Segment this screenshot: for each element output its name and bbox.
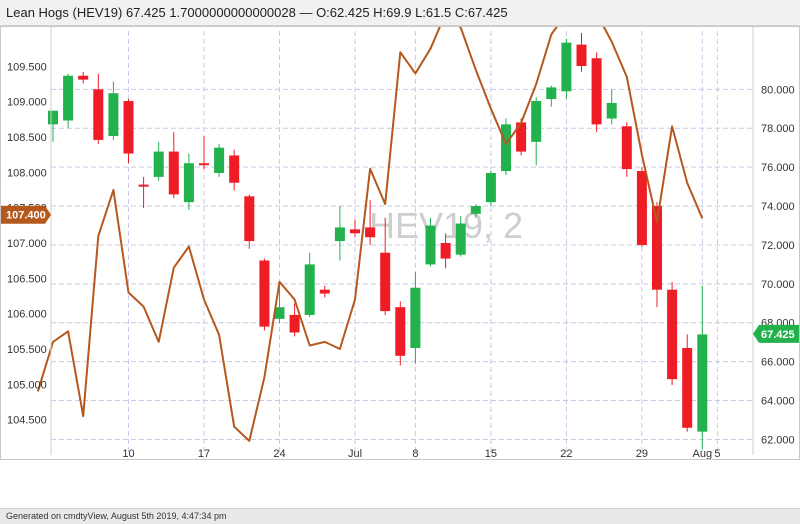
candle-body: [153, 151, 164, 177]
candle-body: [621, 126, 632, 170]
candle-body: [334, 227, 345, 242]
candle-body: [440, 243, 451, 259]
left-axis-tick-label: 108.500: [7, 132, 47, 144]
candle-body: [531, 101, 542, 142]
right-axis-tick-label: 78.000: [761, 123, 795, 135]
chart-frame[interactable]: HEV19, 2 104.500 105.000 105.500 106.000 106.…: [0, 12, 800, 460]
left-axis-tick-label: 105.500: [7, 344, 47, 356]
candle-body: [516, 122, 527, 152]
left-current-tag: [1, 205, 51, 224]
left-axis-tick-label: 108.000: [7, 167, 47, 179]
candle-body: [108, 93, 119, 137]
candle-body: [395, 307, 406, 356]
candle-body: [410, 287, 421, 349]
marks-layer: [36, 12, 708, 450]
candle-body: [274, 307, 285, 319]
right-current-tag: [753, 324, 799, 343]
left-axis-tick-label: 104.500: [7, 415, 47, 427]
candle-body: [667, 289, 678, 380]
x-axis-tick-label: 8: [412, 448, 418, 459]
candle-body: [78, 75, 89, 80]
right-axis-tick-label: 80.000: [761, 84, 795, 96]
candle-body: [214, 147, 225, 173]
candle-body: [682, 348, 693, 428]
candle-body: [365, 227, 376, 238]
left-axis-tick-label: 109.000: [7, 97, 47, 109]
chart-title: Lean Hogs (HEV19) 67.425 1.7000000000000…: [6, 5, 508, 20]
candle-body: [183, 163, 194, 203]
candle-body: [652, 206, 662, 290]
candle-body: [591, 58, 602, 125]
right-axis-tick-label: 64.000: [761, 396, 795, 408]
x-axis-tick-label: 24: [273, 448, 285, 459]
candle-body: [123, 101, 134, 154]
candle-body: [470, 206, 481, 214]
right-axis-tick-label: 74.000: [761, 201, 795, 213]
candle-body: [63, 75, 74, 121]
x-axis-tick-label: 17: [198, 448, 210, 459]
candle-body: [259, 260, 270, 327]
left-axis-tick-label: 106.500: [7, 273, 47, 285]
candle-body: [229, 155, 240, 183]
left-axis-tick-label: 109.500: [7, 61, 47, 73]
right-axis-tick-label: 70.000: [761, 279, 795, 291]
x-axis-tick-label: 22: [560, 448, 572, 459]
candle-body: [636, 171, 647, 245]
candle-body: [697, 334, 708, 432]
right-axis-tick-label: 66.000: [761, 357, 795, 369]
candle-body: [319, 289, 330, 294]
x-axis-tick-label: 10: [122, 448, 134, 459]
candle-body: [289, 314, 300, 333]
right-axis-tick-label: 72.000: [761, 240, 795, 252]
chart-footer: Generated on cmdtyView, August 5th 2019,…: [0, 508, 800, 524]
candle-body: [455, 223, 466, 255]
right-current-value: 67.425: [761, 329, 795, 341]
right-axis-tick-label: 76.000: [761, 162, 795, 174]
x-axis-tick-label: 15: [485, 448, 497, 459]
right-axis-tick-label: 62.000: [761, 434, 795, 446]
candle-body: [485, 172, 496, 203]
candle-body: [48, 110, 58, 125]
x-axis-tick-label: 29: [636, 448, 648, 459]
candle-body: [380, 252, 391, 312]
left-axis-tick-label: 107.000: [7, 238, 47, 250]
candle-body: [244, 196, 255, 242]
x-axis-tick-label: Jul: [348, 448, 362, 459]
footer-text: Generated on cmdtyView, August 5th 2019,…: [6, 511, 227, 521]
left-axis-tick-label: 106.000: [7, 309, 47, 321]
x-axis-tick-label: 5: [714, 448, 720, 459]
candle-body: [199, 163, 209, 166]
candle-body: [93, 89, 104, 140]
candle-body: [576, 44, 587, 67]
left-current-value: 107.400: [6, 210, 46, 222]
candle-body: [546, 87, 557, 100]
candle-body: [168, 151, 179, 195]
candle-body: [425, 225, 436, 265]
candle-body: [350, 229, 360, 234]
candle-body: [606, 102, 617, 119]
chart-header: Lean Hogs (HEV19) 67.425 1.7000000000000…: [0, 0, 800, 26]
x-axis-tick-label: Aug: [693, 448, 713, 459]
left-axis-tick-label: 105.000: [7, 379, 47, 391]
candle-body: [138, 184, 149, 187]
price-chart[interactable]: HEV19, 2104.500105.000105.500106.000106.…: [1, 12, 799, 460]
axes-layer: 104.500 105.000 105.500 106.000 106.500 107.0…: [1, 27, 799, 460]
candle-body: [501, 124, 511, 172]
candle-body: [304, 264, 315, 315]
candle-body: [561, 42, 572, 92]
